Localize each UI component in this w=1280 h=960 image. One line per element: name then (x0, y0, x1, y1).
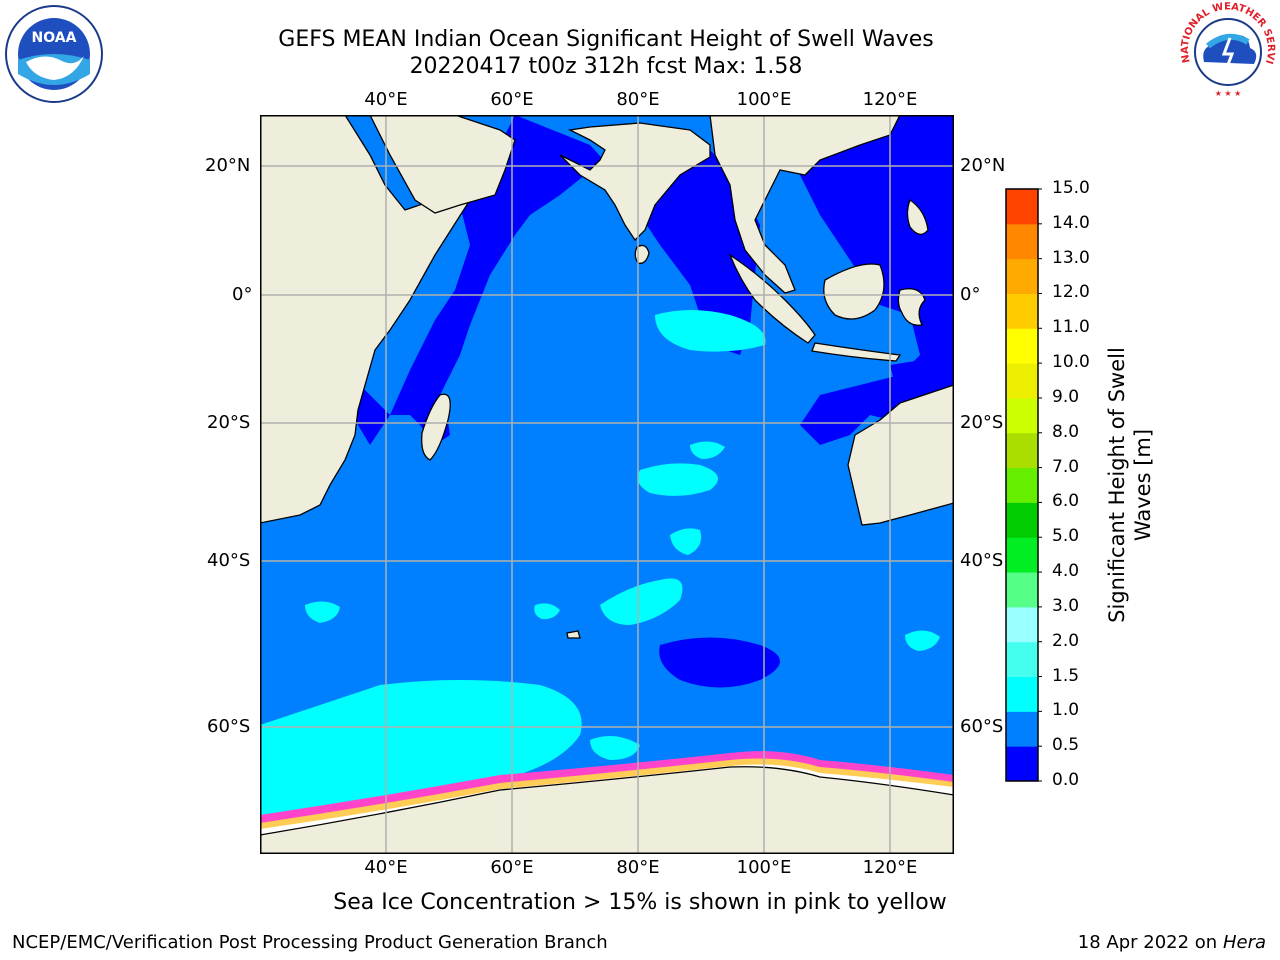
borneo (823, 263, 885, 320)
colorbar-frame (1005, 188, 1039, 782)
colorbar-tick-label: 2.0 (1052, 630, 1080, 651)
nws-logo: NATIONAL WEATHER SERVICE ★ ★ ★ (1178, 2, 1276, 98)
colorbar-swatch (1006, 223, 1038, 260)
svg-text:★ ★ ★: ★ ★ ★ (1215, 89, 1242, 98)
swell-1-0-to-1-5 (260, 310, 940, 827)
kerguelen (566, 630, 581, 639)
lat-label-left: 40°S (207, 550, 251, 571)
colorbar-swatch (1006, 467, 1038, 503)
lat-label-left: 60°S (207, 716, 251, 737)
colorbar-swatch (1006, 676, 1038, 712)
lat-label-right: 20°S (960, 412, 1004, 433)
noaa-logo-text: NOAA (32, 30, 77, 46)
colorbar-swatch (1006, 397, 1038, 434)
lon-label-top: 100°E (736, 89, 792, 110)
colorbar-tick-label: 13.0 (1052, 247, 1090, 268)
noaa-logo: NOAA (5, 5, 103, 103)
colorbar-swatch (1006, 746, 1038, 782)
lon-label-top: 80°E (616, 89, 660, 110)
colorbar-tick-label: 5.0 (1052, 526, 1080, 547)
colorbar-swatch (1006, 432, 1038, 469)
lon-label-bottom: 120°E (862, 857, 918, 878)
java (811, 342, 902, 362)
map-title: GEFS MEAN Indian Ocean Significant Heigh… (278, 27, 934, 52)
lat-label-right: 20°N (960, 155, 1006, 176)
colorbar-swatch (1006, 363, 1038, 399)
colorbar-tick-label: 6.0 (1052, 491, 1080, 512)
colorbar-swatch (1006, 537, 1038, 573)
colorbar-tick-label: 10.0 (1052, 352, 1090, 373)
arabian-peninsula (369, 115, 516, 214)
lat-label-left: 20°N (205, 155, 251, 176)
lat-label-right: 60°S (960, 716, 1004, 737)
colorbar-swatch (1006, 189, 1038, 225)
lon-label-bottom: 100°E (736, 857, 792, 878)
colorbar-swatch (1006, 502, 1038, 538)
graticule (260, 115, 954, 854)
map-subtitle: 20220417 t00z 312h fcst Max: 1.58 (409, 54, 803, 79)
sulawesi (897, 288, 926, 326)
colorbar-tick-label: 14.0 (1052, 212, 1090, 233)
colorbar-swatch (1006, 606, 1038, 643)
colorbar-tick-label: 4.0 (1052, 561, 1080, 582)
map-frame (260, 115, 954, 854)
colorbar-tick-label: 7.0 (1052, 456, 1080, 477)
colorbar (1005, 188, 1042, 782)
southeast-asia (709, 115, 901, 294)
lat-label-left: 0° (232, 284, 253, 305)
lon-label-top: 120°E (862, 89, 918, 110)
colorbar-tick-label: 3.0 (1052, 595, 1080, 616)
colorbar-swatch (1006, 293, 1038, 329)
producer-credit: NCEP/EMC/Verification Post Processing Pr… (12, 932, 608, 953)
colorbar-tick-label: 1.5 (1052, 665, 1080, 686)
sumatra (728, 253, 816, 344)
colorbar-tick-label: 0.5 (1052, 735, 1080, 756)
lat-label-left: 20°S (207, 412, 251, 433)
colorbar-tick-label: 8.0 (1052, 421, 1080, 442)
lat-label-right: 40°S (960, 550, 1004, 571)
colorbar-swatch (1006, 572, 1038, 608)
colorbar-tick-label: 9.0 (1052, 386, 1080, 407)
host-name: Hera (1222, 932, 1266, 953)
lon-label-bottom: 60°E (490, 857, 534, 878)
colorbar-tick-label: 12.0 (1052, 282, 1090, 303)
colorbar-label: Significant Height of Swell Waves [m] (1105, 347, 1155, 623)
colorbar-tick-label: 0.0 (1052, 770, 1080, 790)
antarctica (260, 766, 954, 854)
colorbar-swatch (1006, 258, 1038, 294)
colorbar-tick-label: 11.0 (1052, 317, 1090, 338)
indian-ocean-swell-map (260, 115, 954, 854)
colorbar-swatch (1006, 328, 1038, 364)
lon-label-bottom: 80°E (616, 857, 660, 878)
africa (260, 115, 471, 524)
india (559, 122, 711, 242)
australia (847, 384, 954, 526)
generation-date: 18 Apr 2022 on Hera (1078, 932, 1266, 953)
generation-date-text: 18 Apr 2022 on (1077, 932, 1223, 953)
colorbar-swatch (1006, 711, 1038, 747)
lon-label-top: 60°E (490, 89, 534, 110)
lon-label-bottom: 40°E (364, 857, 408, 878)
colorbar-tick-label: 1.0 (1052, 700, 1080, 721)
lat-label-right: 0° (960, 284, 981, 305)
colorbar-swatch (1006, 641, 1038, 678)
sea-ice-footnote: Sea Ice Concentration > 15% is shown in … (333, 890, 947, 915)
madagascar (421, 393, 451, 461)
lon-label-top: 40°E (364, 89, 408, 110)
land (260, 115, 954, 854)
colorbar-tick-label: 15.0 (1052, 178, 1090, 198)
philippines (906, 199, 929, 235)
